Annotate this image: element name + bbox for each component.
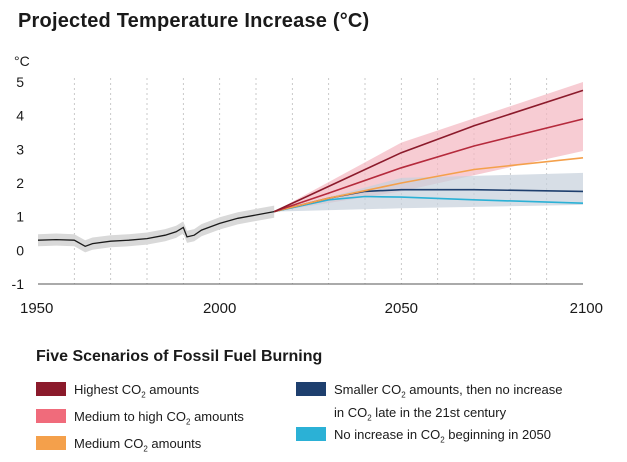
legend-item-smaller: Smaller CO2 amounts, then no increase in … <box>296 381 562 426</box>
x-tick-label: 1950 <box>20 300 53 317</box>
y-tick-label: 4 <box>16 108 24 124</box>
legend-label: Medium to high CO2 amounts <box>74 409 244 427</box>
legend-swatch <box>296 427 326 441</box>
y-tick-label: 1 <box>16 209 24 225</box>
legend-label: No increase in CO2 beginning in 2050 <box>334 427 551 445</box>
uncertainty-band <box>274 82 583 212</box>
legend-item-no-increase: No increase in CO2 beginning in 2050 <box>296 426 551 449</box>
x-tick-label: 2000 <box>203 300 236 317</box>
x-tick-label: 2050 <box>385 300 418 317</box>
legend-swatch <box>36 436 66 450</box>
legend-swatch <box>296 382 326 396</box>
y-tick-label: 3 <box>16 141 24 157</box>
legend-item-highest: Highest CO2 amounts <box>36 381 199 404</box>
y-tick-label: 2 <box>16 175 24 191</box>
y-tick-label: 0 <box>16 242 24 258</box>
y-unit-label: °C <box>14 53 30 69</box>
y-tick-label: 5 <box>16 74 24 90</box>
legend-title: Five Scenarios of Fossil Fuel Burning <box>36 348 323 365</box>
historical-band <box>38 205 275 253</box>
legend-item-medium-high: Medium to high CO2 amounts <box>36 408 244 431</box>
uncertainty-band <box>274 172 583 212</box>
legend-label: Medium CO2 amounts <box>74 436 202 454</box>
x-tick-label: 2100 <box>570 300 603 317</box>
y-tick-label: -1 <box>12 276 25 292</box>
scenario-line <box>273 118 584 213</box>
chart-title: Projected Temperature Increase (°C) <box>18 10 370 32</box>
historical-line <box>37 210 275 248</box>
scenario-line <box>273 89 584 213</box>
legend-swatch <box>36 382 66 396</box>
legend-item-medium: Medium CO2 amounts <box>36 435 201 458</box>
scenario-line <box>274 157 584 213</box>
legend-label: Smaller CO2 amounts, then no increase in … <box>334 382 563 423</box>
scenario-line <box>274 195 584 213</box>
legend-swatch <box>36 409 66 423</box>
legend-label: Highest CO2 amounts <box>74 382 200 400</box>
